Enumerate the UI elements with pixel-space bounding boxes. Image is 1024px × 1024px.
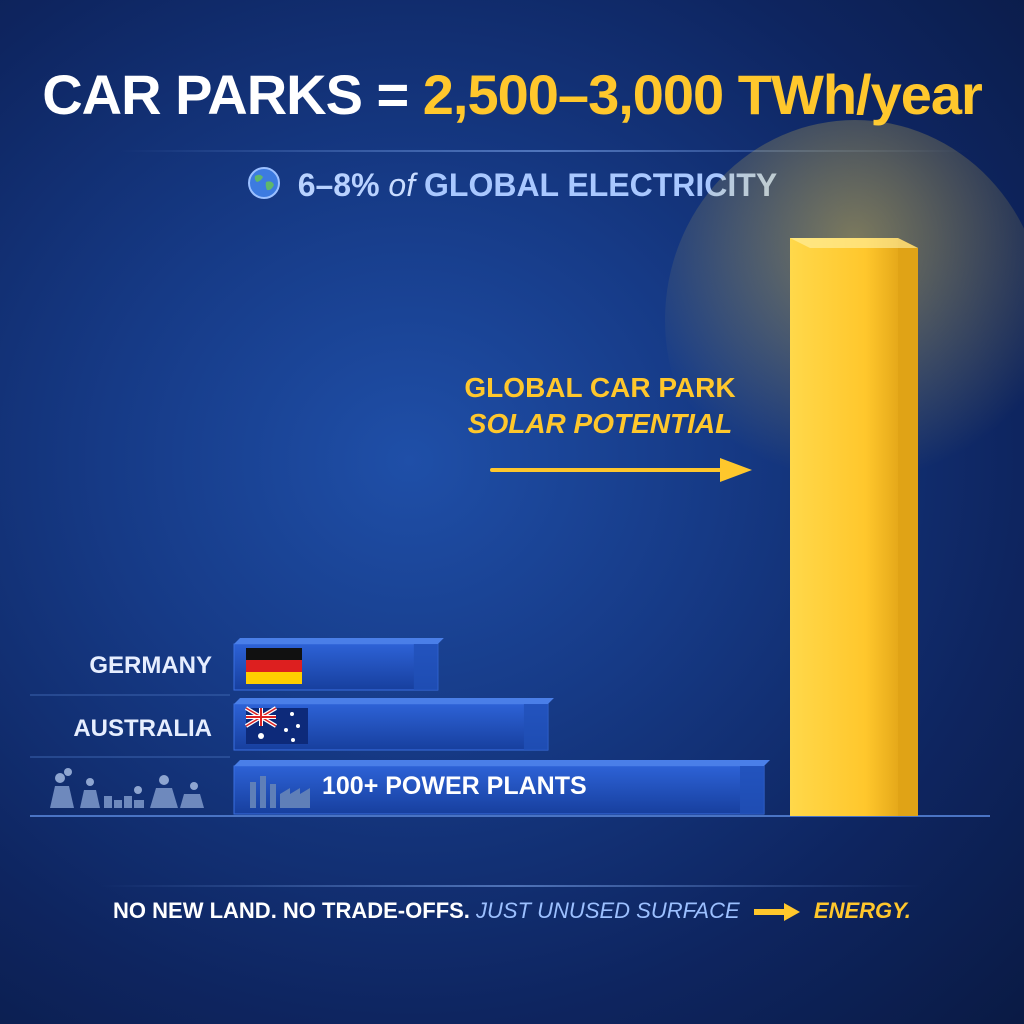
bar-label-power-plants: 100+ POWER PLANTS — [322, 772, 587, 800]
subtitle-of: of — [388, 167, 416, 203]
highlight-annotation: GLOBAL CAR PARK SOLAR POTENTIAL — [440, 370, 760, 442]
footer-part-2: JUST UNUSED SURFACE — [476, 898, 740, 923]
category-label-australia: AUSTRALIA — [73, 715, 212, 742]
globe-icon — [247, 167, 280, 199]
title-equals: = — [376, 63, 410, 126]
footer-divider — [100, 885, 924, 887]
annotation-line-2: SOLAR POTENTIAL — [467, 408, 733, 439]
bar-global-car-park — [790, 238, 918, 816]
annotation-line-1: GLOBAL CAR PARK — [464, 372, 736, 403]
bar-power-plants — [233, 760, 770, 815]
factory-icon — [250, 776, 310, 808]
subtitle-percent: 6–8% — [297, 167, 380, 203]
footer-part-1: NO NEW LAND. NO TRADE-OFFS. — [113, 898, 470, 923]
footer-tagline: NO NEW LAND. NO TRADE-OFFS. JUST UNUSED … — [0, 898, 1024, 924]
germany-flag-icon — [246, 648, 302, 684]
australia-flag-icon — [244, 706, 308, 744]
page-title: CAR PARKS = 2,500–3,000 TWh/year — [0, 62, 1024, 127]
title-left: CAR PARKS — [42, 63, 363, 126]
annotation-arrow — [490, 458, 752, 482]
category-label-germany: GERMANY — [89, 652, 212, 679]
title-value: 2,500–3,000 TWh/year — [422, 63, 983, 126]
title-divider — [120, 150, 970, 152]
footer-part-3: ENERGY. — [813, 898, 911, 923]
power-plant-icons — [50, 768, 204, 808]
arrow-right-icon — [753, 903, 800, 922]
